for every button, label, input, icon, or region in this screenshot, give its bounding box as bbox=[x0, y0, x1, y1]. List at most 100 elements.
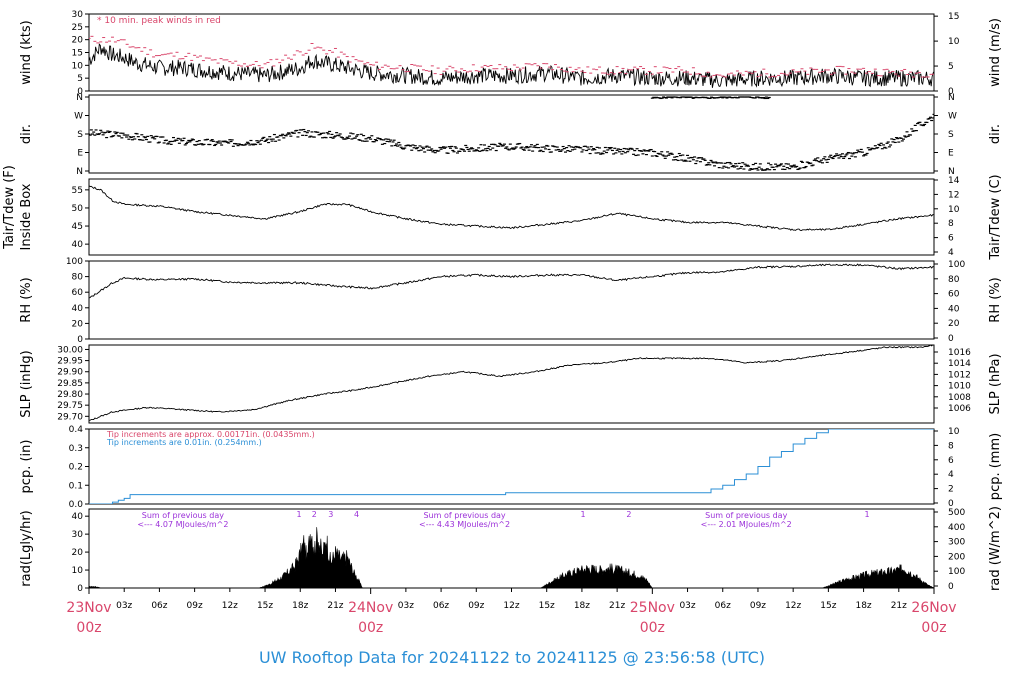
slp-left-tick-label: 30.00 bbox=[57, 345, 83, 355]
hour-tick-label: 18z bbox=[855, 601, 871, 611]
pcp-left-tick-label: 0.4 bbox=[69, 425, 84, 435]
hour-tick-label: 12z bbox=[503, 601, 519, 611]
rh-right-tick-label: 60 bbox=[948, 290, 960, 300]
day-hour-label: 00z bbox=[358, 620, 383, 636]
pcp-panel: 0.0 0.1 0.2 0.3 0.4 0 2 4 6 8 10 pcp. (in) pcp. (mm)… bbox=[19, 425, 1003, 510]
temp-ylabel-left2: Tair/Tdew (F) bbox=[2, 165, 17, 250]
slp-series bbox=[89, 345, 934, 421]
pcp-right-tick-label: 2 bbox=[948, 485, 954, 495]
slp-ylabel-left: SLP (inHg) bbox=[19, 350, 34, 418]
hour-tick-label: 12z bbox=[785, 601, 801, 611]
slp-right-tick-label: 1010 bbox=[948, 382, 971, 392]
temp-left-tick-label: 55 bbox=[72, 186, 83, 196]
dir-left-tick-label: N bbox=[76, 167, 83, 177]
rad-right-tick-label: 400 bbox=[948, 523, 965, 533]
hour-tick-label: 03z bbox=[398, 601, 414, 611]
slp-left-tick-label: 29.70 bbox=[57, 412, 83, 422]
pcp-left-tick-label: 0.2 bbox=[69, 463, 83, 473]
rh-ylabel-left: RH (%) bbox=[19, 277, 34, 322]
rad-left-tick-label: 10 bbox=[72, 566, 84, 576]
slp-ylabel-right: SLP (hPa) bbox=[988, 353, 1003, 414]
day-hour-label: 00z bbox=[640, 620, 665, 636]
rh-left-tick-label: 40 bbox=[72, 304, 84, 314]
pcp-left-tick-label: 0.0 bbox=[69, 500, 84, 510]
dir-frame bbox=[88, 94, 935, 174]
slp-right-tick-label: 1014 bbox=[948, 359, 971, 369]
rh-left-tick-label: 60 bbox=[72, 288, 84, 298]
dir-right-tick-label: S bbox=[948, 130, 954, 140]
wind-left-tick-label: 15 bbox=[72, 49, 83, 59]
rad-marker: 2 bbox=[626, 510, 631, 519]
wind-left-tick-label: 10 bbox=[72, 61, 84, 71]
wind-left-tick-label: 25 bbox=[72, 23, 83, 33]
hour-tick-label: 09z bbox=[468, 601, 484, 611]
rad-ylabel-left: rad(Lgly/hr) bbox=[19, 510, 34, 586]
rad-marker: 4 bbox=[354, 510, 359, 519]
day-label: 26Nov bbox=[911, 600, 956, 616]
hour-tick-label: 09z bbox=[187, 601, 203, 611]
rad-left-tick-label: 40 bbox=[72, 512, 84, 522]
hour-tick-label: 21z bbox=[891, 601, 907, 611]
slp-right-tick-label: 1012 bbox=[948, 370, 971, 380]
dir-left-tick-label: E bbox=[77, 149, 83, 159]
temp-series bbox=[89, 185, 934, 231]
wind-right-tick-label: 0 bbox=[948, 87, 954, 97]
precip-series bbox=[89, 429, 934, 504]
temp-left-tick-label: 50 bbox=[72, 204, 84, 214]
rad-marker: 3 bbox=[328, 510, 333, 519]
hour-tick-label: 15z bbox=[820, 601, 836, 611]
day-label: 24Nov bbox=[348, 600, 393, 616]
temp-left-tick-label: 45 bbox=[72, 222, 83, 232]
wind-ylabel-right: wind (m/s) bbox=[988, 18, 1003, 87]
temp-right-tick-label: 8 bbox=[948, 219, 954, 229]
rad-left-tick-label: 30 bbox=[72, 530, 84, 540]
slp-left-tick-label: 29.85 bbox=[57, 379, 83, 389]
hour-tick-label: 06z bbox=[433, 601, 449, 611]
pcp-right-tick-label: 10 bbox=[948, 427, 960, 437]
slp-right-tick-label: 1006 bbox=[948, 404, 971, 414]
wind-right-tick-label: 15 bbox=[948, 12, 959, 22]
wind-left-tick-label: 30 bbox=[72, 10, 84, 20]
rh-left-tick-label: 80 bbox=[72, 273, 84, 283]
wind-right-tick-label: 5 bbox=[948, 62, 954, 72]
rad-annotation: Sum of previous day bbox=[142, 511, 224, 520]
rad-plot bbox=[89, 527, 934, 588]
temp-right-tick-label: 10 bbox=[948, 205, 960, 215]
rad-right-tick-label: 0 bbox=[948, 582, 954, 592]
temp-right-tick-label: 4 bbox=[948, 248, 954, 258]
wind-series bbox=[89, 43, 934, 88]
rh-left-tick-label: 100 bbox=[66, 257, 83, 267]
wind-left-tick-label: 5 bbox=[77, 74, 83, 84]
dir-right-tick-label: N bbox=[948, 93, 955, 103]
dir-right-tick-label: E bbox=[948, 149, 954, 159]
rad-annotation: Sum of previous day bbox=[705, 511, 787, 520]
day-label: 25Nov bbox=[630, 600, 675, 616]
pcp-right-tick-label: 8 bbox=[948, 441, 954, 451]
wind-left-tick-label: 0 bbox=[77, 87, 83, 97]
radiation-area bbox=[89, 527, 934, 588]
rad-marker: 1 bbox=[581, 510, 586, 519]
rh-left-tick-label: 20 bbox=[72, 319, 84, 329]
dir-right-tick-label: W bbox=[948, 112, 957, 122]
wind-left-tick-label: 20 bbox=[72, 36, 84, 46]
slp-left-tick-label: 29.75 bbox=[57, 401, 83, 411]
wind-ylabel-left: wind (kts) bbox=[19, 20, 34, 84]
wind-right-tick-label: 10 bbox=[948, 37, 960, 47]
rad-marker: 1 bbox=[297, 510, 302, 519]
rh-frame bbox=[88, 260, 935, 340]
dir-plot bbox=[89, 96, 934, 171]
rh-ylabel-right: RH (%) bbox=[988, 277, 1003, 322]
slp-left-tick-label: 29.95 bbox=[57, 357, 83, 367]
day-hour-label: 00z bbox=[76, 620, 101, 636]
rad-left-tick-label: 20 bbox=[72, 548, 84, 558]
rh-right-tick-label: 80 bbox=[948, 275, 960, 285]
slp-plot bbox=[89, 345, 934, 421]
slp-panel: 29.7029.7529.8029.8529.9029.9530.0010061… bbox=[19, 344, 1003, 424]
pcp-annotation: Tip increments are approx. 0.00171in. (0… bbox=[106, 430, 315, 439]
rad-right-tick-label: 100 bbox=[948, 567, 965, 577]
dir-right-tick-label: N bbox=[948, 167, 955, 177]
rh-right-tick-label: 20 bbox=[948, 319, 960, 329]
